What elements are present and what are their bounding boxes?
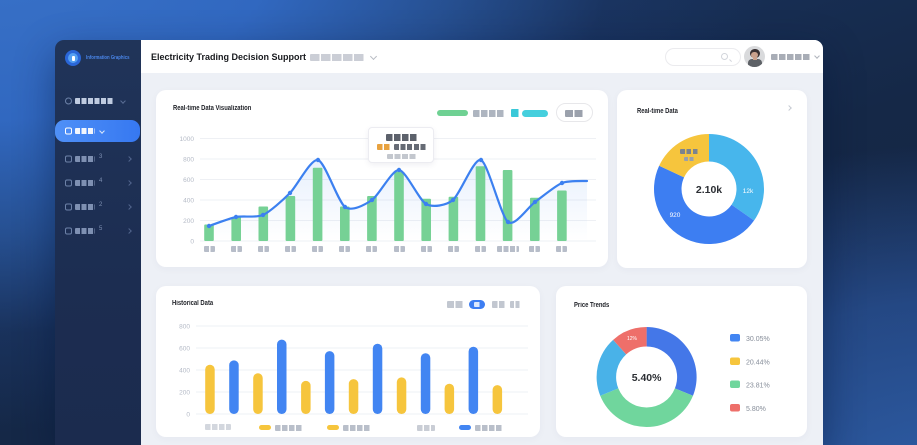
svg-text:5.40%: 5.40% [632, 372, 662, 384]
svg-text:12%: 12% [627, 336, 638, 342]
svg-text:600: 600 [179, 346, 190, 353]
svg-text:800: 800 [183, 157, 194, 164]
svg-text:200: 200 [183, 218, 194, 225]
svg-text:920: 920 [670, 212, 681, 219]
svg-text:5.80%: 5.80% [746, 406, 766, 413]
svg-text:800: 800 [179, 324, 190, 331]
svg-text:1000: 1000 [180, 136, 195, 143]
svg-text:20.44%: 20.44% [746, 360, 770, 367]
svg-text:400: 400 [179, 368, 190, 375]
svg-text:600: 600 [183, 177, 194, 184]
svg-text:400: 400 [183, 198, 194, 205]
svg-text:12k: 12k [743, 188, 754, 195]
svg-text:30.05%: 30.05% [746, 336, 770, 343]
svg-text:2.10k: 2.10k [696, 184, 722, 196]
svg-text:0: 0 [190, 239, 194, 246]
svg-text:200: 200 [179, 390, 190, 397]
svg-text:0: 0 [186, 412, 190, 419]
svg-text:23.81%: 23.81% [746, 383, 770, 390]
